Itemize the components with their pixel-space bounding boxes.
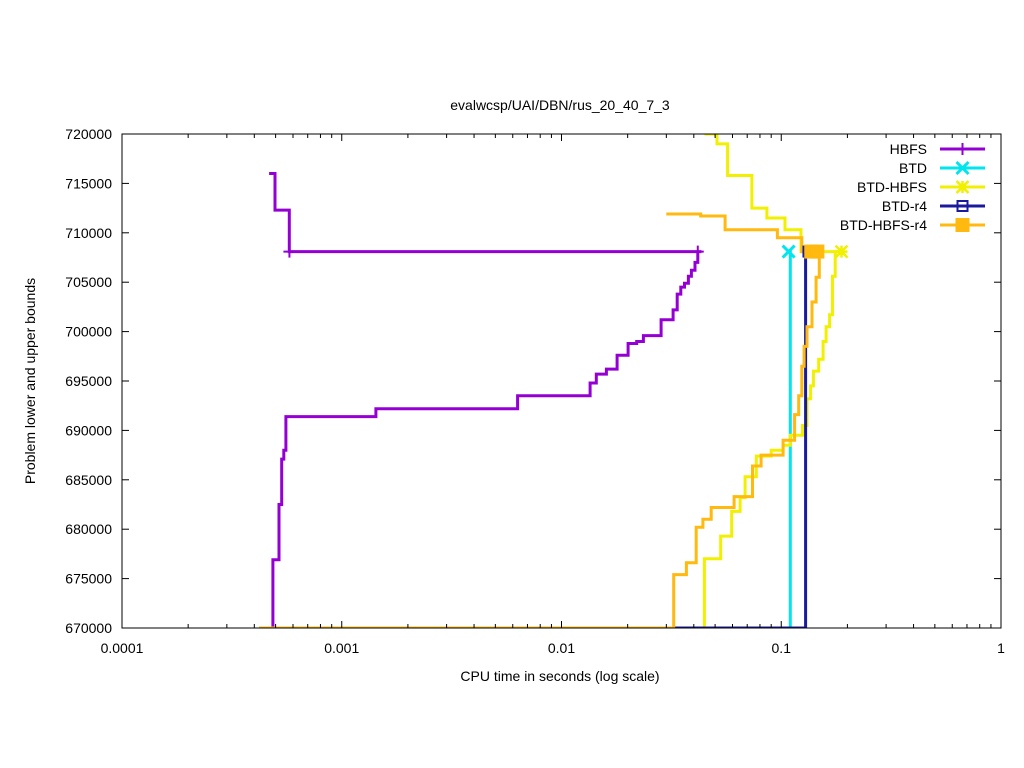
x-tick-label: 1 (997, 640, 1005, 656)
legend-label: HBFS (890, 141, 927, 157)
plot-frame (121, 133, 1002, 629)
x-tick-label: 0.01 (548, 640, 575, 656)
series-marker (955, 218, 970, 232)
y-tick-label: 700000 (65, 324, 112, 340)
series-hbfs (269, 172, 702, 628)
x-tick-label: 0.1 (772, 640, 792, 656)
y-tick-label: 705000 (65, 274, 112, 290)
y-tick-label: 675000 (65, 571, 112, 587)
x-tick-label: 0.001 (324, 640, 359, 656)
x-tick-label: 0.0001 (101, 640, 144, 656)
y-tick-label: 680000 (65, 521, 112, 537)
legend-label: BTD-HBFS (857, 179, 927, 195)
series-marker (691, 245, 704, 258)
markers (283, 244, 849, 259)
series-marker (283, 245, 296, 258)
y-tick-label: 715000 (65, 175, 112, 191)
series-btd-hbfs-r4 (259, 212, 821, 628)
series-line (666, 212, 820, 254)
series-marker (956, 200, 969, 212)
legend-label: BTD-HBFS-r4 (840, 217, 927, 233)
series-btd-hbfs (702, 134, 842, 628)
y-tick-label: 695000 (65, 373, 112, 389)
plot-area (259, 134, 842, 628)
y-tick-label: 685000 (65, 472, 112, 488)
y-tick-label: 690000 (65, 422, 112, 438)
series-line (704, 134, 842, 254)
series-line (259, 251, 821, 628)
series-marker (955, 180, 970, 194)
series-line (271, 251, 700, 628)
y-axis: 670000 675000 680000 685000 690000 695000 7000… (65, 126, 1001, 636)
series-marker (810, 244, 825, 259)
legend-label: BTD-r4 (882, 198, 927, 214)
chart-title: evalwcsp/UAI/DBN/rus_20_40_7_3 (450, 97, 670, 113)
series-line (269, 172, 702, 254)
x-axis: 0.0001 0.001 0.01 0.1 1 (101, 134, 1005, 656)
legend-label: BTD (899, 160, 927, 176)
series-marker (781, 244, 796, 259)
series-marker (955, 160, 970, 176)
series-marker (834, 244, 849, 259)
y-tick-label: 720000 (65, 126, 112, 142)
y-tick-label: 670000 (65, 620, 112, 636)
y-axis-title: Problem lower and upper bounds (22, 278, 38, 484)
series-marker (956, 143, 969, 155)
y-tick-label: 710000 (65, 225, 112, 241)
legend: HBFS BTD BTD-HBFS BTD-r4 BTD-HBFS-r4 (840, 141, 985, 233)
x-axis-title: CPU time in seconds (log scale) (460, 668, 659, 684)
series-line (702, 251, 837, 628)
